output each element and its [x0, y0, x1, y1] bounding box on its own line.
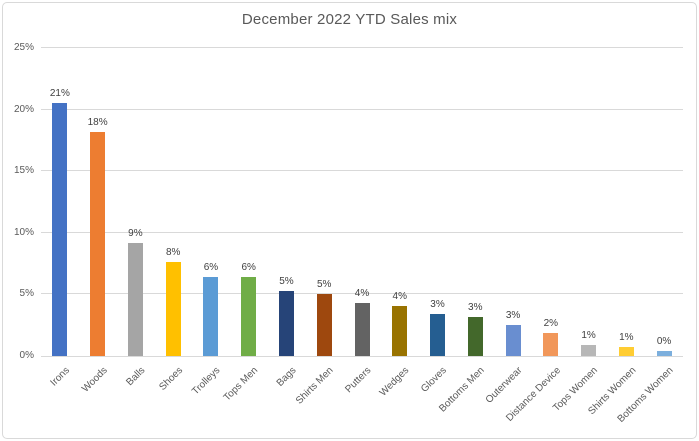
bar-data-label: 18% — [87, 116, 108, 128]
x-category-label: Woods — [79, 365, 110, 395]
bar — [581, 344, 597, 356]
bar-data-label: 2% — [543, 317, 559, 329]
y-tick-label: 20% — [13, 103, 34, 115]
bar — [127, 242, 143, 356]
x-category-label: Irons — [48, 365, 72, 389]
x-category-label: Wedges — [377, 365, 412, 399]
bar — [316, 294, 332, 356]
gridline — [41, 293, 683, 295]
bar — [52, 103, 68, 356]
x-axis: Irons Woods Balls Shoes Trolleys Tops Men Bags… — [41, 360, 683, 438]
gridline — [41, 231, 683, 233]
bar-data-label: 6% — [203, 262, 219, 274]
bar — [467, 316, 483, 356]
x-category-label: Shoes — [157, 365, 185, 393]
bar-data-label: 8% — [165, 247, 181, 259]
y-tick-label: 5% — [19, 288, 34, 300]
bar-data-label: 4% — [354, 288, 370, 300]
y-tick-label: 15% — [13, 165, 34, 177]
bar-data-label: 21% — [49, 88, 70, 100]
bar — [505, 325, 521, 356]
bar-data-label: 9% — [128, 227, 143, 239]
bar-data-label: 6% — [241, 262, 256, 274]
y-axis: 0% 5% 10% 15% 20% 25% — [3, 42, 34, 361]
bar-data-label: 5% — [279, 275, 294, 287]
bar — [656, 351, 672, 356]
bar-data-label: 0% — [656, 336, 672, 348]
bar — [354, 303, 370, 356]
bar — [165, 262, 181, 356]
bar-data-label: 3% — [468, 301, 483, 313]
bar-data-label: 3% — [505, 310, 521, 322]
x-category-label: Bags — [274, 365, 299, 389]
bar-data-label: 5% — [317, 279, 332, 291]
gridline — [41, 356, 683, 357]
chart-title: December 2022 YTD Sales mix — [241, 11, 458, 28]
bar — [203, 277, 219, 356]
bar-data-label: 4% — [392, 290, 407, 302]
x-category-label: Shirts Men — [294, 365, 337, 407]
bar-data-label: 1% — [619, 332, 634, 344]
plot-area: 21% 18% 9% 8% 6% 6% 5% 5% 4% 4% 3% 3% 3% 2% 1% 1% 0% — [41, 47, 683, 357]
gridline — [41, 108, 683, 110]
gridline — [41, 47, 683, 48]
y-tick-label: 25% — [13, 42, 34, 53]
bar — [543, 332, 559, 356]
bar-data-label: 3% — [430, 299, 445, 311]
bar — [618, 347, 634, 356]
x-category-label: Balls — [124, 365, 148, 389]
x-category-label: Trolleys — [190, 365, 223, 398]
bar-data-label: 1% — [581, 329, 596, 341]
x-category-label: Tops Men — [222, 365, 261, 404]
bar — [392, 305, 408, 356]
y-tick-label: 10% — [13, 226, 34, 238]
y-tick-label: 0% — [19, 350, 34, 361]
gridline — [41, 170, 683, 172]
bar — [241, 277, 257, 356]
x-category-label: Putters — [343, 365, 374, 396]
bar — [430, 314, 446, 356]
x-category-label: Gloves — [419, 365, 450, 395]
bar — [90, 131, 106, 356]
bar — [278, 290, 294, 356]
